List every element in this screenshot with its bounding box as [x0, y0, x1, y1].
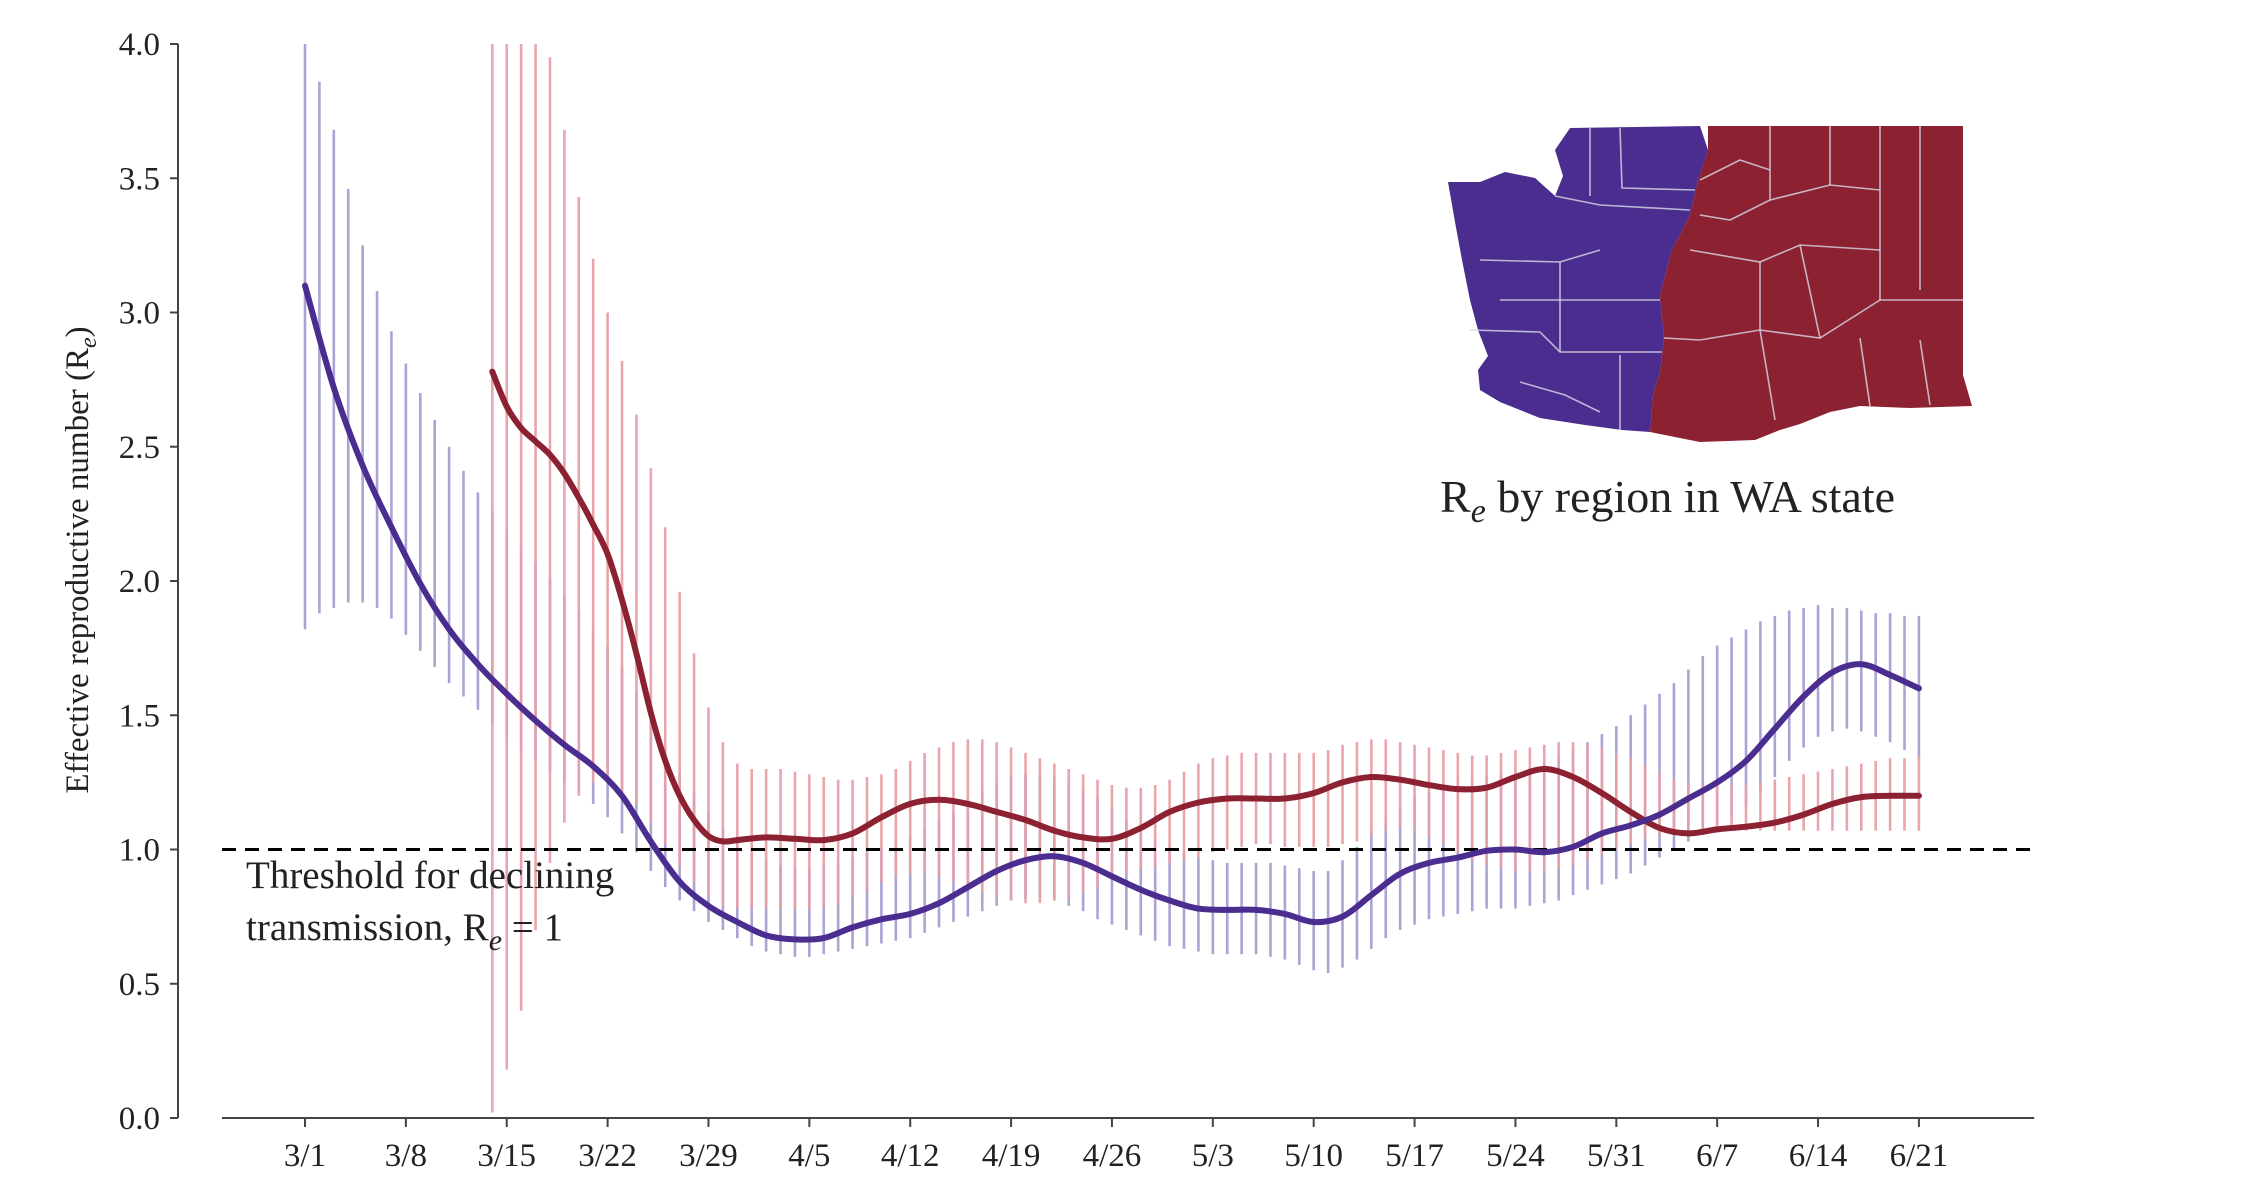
y-tick-label: 0.0	[119, 1101, 160, 1137]
west-series-line	[302, 282, 1922, 943]
county-border	[1554, 195, 1691, 211]
x-tick-label: 5/17	[1385, 1138, 1444, 1174]
east-series-line	[489, 368, 1922, 845]
y-axis-title: Effective reproductive number (Re)	[60, 326, 102, 793]
county-border	[1859, 337, 1871, 407]
y-tick-label: 1.0	[119, 833, 160, 869]
county-border	[1699, 126, 1771, 221]
county-border	[1699, 159, 1771, 181]
x-tick-label: 3/1	[284, 1138, 326, 1174]
y-tick-label: 0.5	[119, 967, 160, 1003]
y-ticks: 0.0 0.5 1.0 1.5 2.0 2.5 3.0 3.5 4.0	[119, 27, 178, 1137]
map-caption: Re by region in WA state	[1440, 471, 1895, 530]
x-ticks: 3/1 3/8 3/15 3/22 3/29 4/5 4/12 4/19 4/26 5/3 5/10…	[284, 1118, 1948, 1174]
x-tick-label: 3/15	[477, 1138, 536, 1174]
x-tick-label: 3/8	[385, 1138, 427, 1174]
x-tick-label: 4/19	[982, 1138, 1041, 1174]
threshold-label-line2: transmission, Re = 1	[246, 906, 563, 957]
county-border	[1799, 244, 1821, 339]
county-border	[1469, 329, 1662, 353]
county-border	[1519, 381, 1601, 413]
county-border	[1759, 299, 1963, 339]
y-tick-label: 3.5	[119, 161, 160, 197]
wa-region-map: Re by region in WA state	[1440, 126, 1972, 530]
y-tick-label: 2.5	[119, 430, 160, 466]
x-tick-label: 6/14	[1789, 1138, 1848, 1174]
y-tick-label: 3.0	[119, 296, 160, 332]
x-tick-label: 4/26	[1083, 1138, 1142, 1174]
county-border	[1619, 127, 1696, 191]
y-tick-label: 2.0	[119, 564, 160, 600]
y-tick-label: 1.5	[119, 698, 160, 734]
x-tick-label: 4/5	[788, 1138, 830, 1174]
threshold-label-line1: Threshold for declining	[246, 854, 614, 897]
map-western-region	[1448, 126, 1708, 432]
x-tick-label: 4/12	[881, 1138, 940, 1174]
x-tick-label: 5/31	[1587, 1138, 1646, 1174]
y-tick-label: 4.0	[119, 27, 160, 63]
x-tick-label: 5/3	[1192, 1138, 1234, 1174]
axes: 0.00.51.01.52.02.53.03.54.0 3/1 3/8 3/15 3/…	[119, 27, 2035, 1174]
county-border	[1689, 244, 1881, 263]
x-tick-label: 5/24	[1486, 1138, 1545, 1174]
x-tick-label: 6/7	[1696, 1138, 1738, 1174]
x-tick-label: 6/21	[1890, 1138, 1949, 1174]
x-tick-label: 3/22	[578, 1138, 637, 1174]
map-eastern-region	[1650, 126, 1972, 442]
x-tick-label: 5/10	[1284, 1138, 1343, 1174]
county-border	[1663, 262, 1761, 341]
county-border	[1769, 184, 1881, 201]
county-border	[1919, 339, 1931, 406]
map-county-borders	[1469, 126, 1963, 430]
x-tick-label: 3/29	[679, 1138, 738, 1174]
county-border	[1759, 329, 1776, 421]
